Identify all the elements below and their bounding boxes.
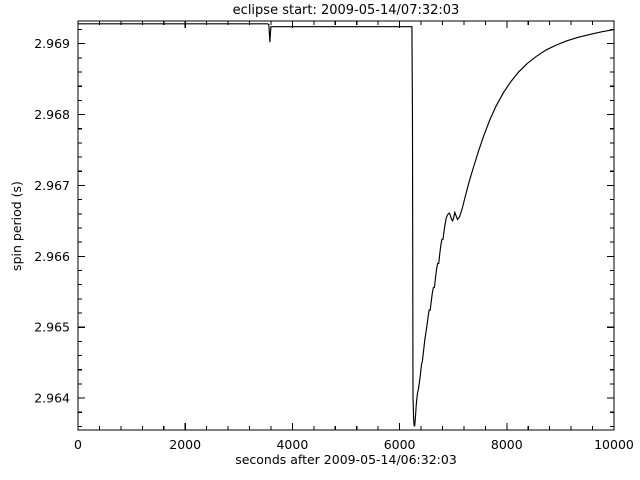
data-series-line	[78, 23, 615, 427]
tick-label: 10000	[594, 437, 634, 452]
tick-label: 6000	[384, 437, 416, 452]
tick-label: 0	[74, 437, 82, 452]
tick-label: 2000	[169, 437, 201, 452]
tick-label: 8000	[491, 437, 523, 452]
y-axis-title: spin period (s)	[9, 181, 24, 271]
plot-frame	[77, 20, 615, 431]
tick-label: 2.968	[34, 107, 70, 122]
x-axis-title: seconds after 2009-05-14/06:32:03	[235, 452, 457, 467]
tick-label: 2.969	[34, 36, 70, 51]
axis-ticks	[77, 21, 615, 430]
axis-tick-labels: 0 2000 4000 6000 8000 10000 2.964 2.965 2.966 2.9…	[34, 36, 634, 452]
tick-label: 2.965	[34, 320, 70, 335]
tick-label: 2.967	[34, 178, 70, 193]
plot-title: eclipse start: 2009-05-14/07:32:03	[233, 3, 460, 18]
tick-label: 2.966	[34, 249, 70, 264]
tick-label: 4000	[276, 437, 308, 452]
tick-label: 2.964	[34, 391, 70, 406]
